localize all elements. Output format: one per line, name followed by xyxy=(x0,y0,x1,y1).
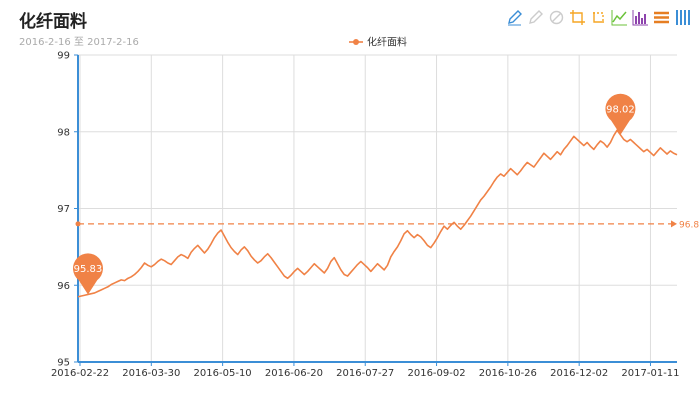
stack-icon[interactable] xyxy=(653,9,670,26)
y-tick-label: 98 xyxy=(57,127,70,138)
legend-label: 化纤面料 xyxy=(367,36,407,49)
x-tick-label: 2016-06-20 xyxy=(265,368,323,379)
mark-pen-icon[interactable] xyxy=(506,9,523,26)
max-mark-pin-shape xyxy=(605,93,636,135)
y-tick-label: 95 xyxy=(57,358,70,369)
x-tick-label: 2016-02-22 xyxy=(51,368,109,379)
data-zoom-icon[interactable] xyxy=(569,9,586,26)
bar-chart-icon[interactable] xyxy=(632,9,649,26)
y-tick-label: 99 xyxy=(57,51,70,62)
x-tick-label: 2016-12-02 xyxy=(550,368,608,379)
chart-subtitle-date-range: 2016-2-16 至 2017-2-16 xyxy=(19,37,139,48)
average-mark-line-label: 96.8 xyxy=(679,220,699,230)
x-tick-label: 2016-07-27 xyxy=(336,368,394,379)
toolbox xyxy=(506,9,691,26)
max-mark-pin: 98.02 xyxy=(605,93,636,135)
series-line-化纤面料 xyxy=(77,129,678,298)
min-mark-pin-label: 95.83 xyxy=(74,264,103,275)
legend-marker xyxy=(353,39,359,45)
mark-clear-icon[interactable] xyxy=(548,9,565,26)
max-mark-pin-label: 98.02 xyxy=(606,104,635,115)
x-tick-label: 2016-10-26 xyxy=(479,368,537,379)
x-tick-label: 2016-03-30 xyxy=(122,368,180,379)
tiled-icon[interactable] xyxy=(674,9,691,26)
min-mark-pin: 95.83 xyxy=(72,253,103,295)
line-chart-icon[interactable] xyxy=(611,9,628,26)
chart-title: 化纤面料 xyxy=(19,12,87,32)
min-mark-pin-shape xyxy=(72,253,103,295)
legend[interactable]: 化纤面料 xyxy=(349,36,407,49)
x-tick-label: 2016-05-10 xyxy=(194,368,252,379)
mark-undo-icon[interactable] xyxy=(527,9,544,26)
data-zoom-reset-icon[interactable] xyxy=(590,9,607,26)
x-tick-label: 2016-09-02 xyxy=(407,368,465,379)
y-tick-label: 97 xyxy=(57,204,70,215)
average-mark-line-arrow xyxy=(671,220,677,228)
y-tick-label: 96 xyxy=(57,281,70,292)
x-tick-label: 2017-01-11 xyxy=(621,368,679,379)
average-mark-line-start xyxy=(75,221,81,227)
